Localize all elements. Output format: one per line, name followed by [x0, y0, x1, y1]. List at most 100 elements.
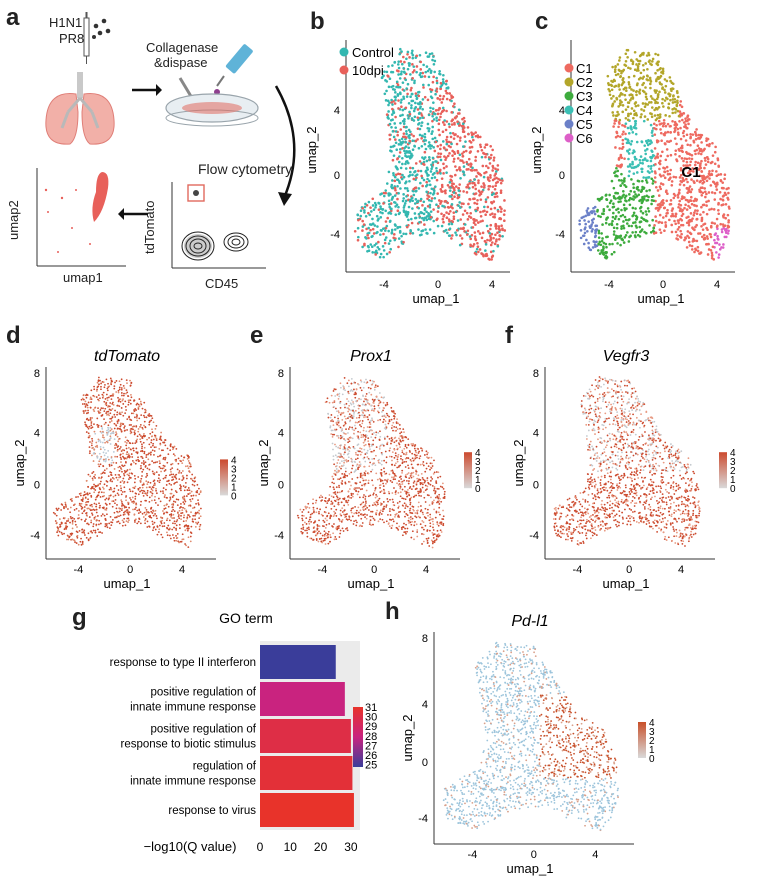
ytick: -4	[330, 229, 340, 241]
colorbar-tick: 1	[231, 482, 237, 493]
go-term-bar-chart: GO term response to type II interferon po…	[110, 610, 378, 854]
xtick: 0	[531, 849, 537, 861]
xtick: -4	[379, 279, 389, 291]
xtick: 4	[592, 849, 598, 861]
expression-colorbar	[719, 452, 727, 489]
process-arrow-left	[118, 208, 148, 220]
go-term-label: response to type II interferon	[110, 657, 256, 669]
axis-xlabel: umap_1	[348, 576, 395, 591]
axis-ylabel: umap_2	[400, 715, 415, 762]
flow-xlabel: CD45	[205, 276, 239, 291]
colorbar-tick: 3	[649, 727, 655, 738]
xtick: 0	[371, 564, 377, 576]
xtick: 0	[127, 564, 133, 576]
expression-colorbar	[638, 722, 646, 758]
colorbar	[353, 707, 363, 767]
mini-umap-xlabel: umap1	[63, 270, 103, 285]
legend-swatch-c3	[564, 91, 574, 101]
xtick: 0	[435, 279, 441, 291]
cluster-annotation-c1: C1	[681, 164, 700, 181]
go-term-label: response to biotic stimulus	[120, 739, 256, 751]
colorbar-tick: 0	[649, 754, 655, 765]
colorbar-tick: 27	[365, 740, 377, 752]
xtick: -4	[74, 564, 84, 576]
xtick: 4	[179, 564, 185, 576]
flow-cytometry-title: Flow cytometry	[198, 161, 293, 177]
colorbar-tick: 1	[730, 475, 736, 486]
legend-label-c1: C1	[576, 61, 593, 76]
lung-illustration	[45, 72, 115, 145]
ytick: -4	[529, 530, 539, 542]
xtick: 10	[284, 840, 298, 854]
ytick: 4	[559, 105, 565, 117]
colorbar-tick: 3	[231, 464, 237, 475]
colorbar-tick: 26	[365, 750, 377, 762]
colorbar-tick: 1	[649, 745, 655, 756]
legend-condition: Control 10dpi	[339, 45, 394, 78]
go-term-label: response to virus	[168, 805, 256, 817]
colorbar-tick: 2	[730, 466, 736, 477]
legend-swatch-c1	[564, 63, 574, 73]
umap-plot-clusters: 4 0 -4 -4 0 4 umap_1 umap_2 C1 C1C2C3C4C…	[529, 40, 735, 306]
colorbar-tick: 1	[475, 475, 481, 486]
go-term-label: regulation of	[193, 761, 257, 773]
ytick: 0	[559, 170, 565, 182]
petri-dish-illustration	[165, 44, 259, 127]
colorbar-tick: 25	[365, 760, 377, 772]
expression-points	[296, 377, 446, 549]
feature-title: Pd-l1	[511, 613, 548, 630]
colorbar-tick: 2	[231, 473, 237, 484]
legend-label-c2: C2	[576, 75, 593, 90]
strain-label: PR8	[59, 31, 85, 46]
panel-letter-e: e	[250, 322, 264, 349]
xtick: 0	[626, 564, 632, 576]
panel-letter-f: f	[505, 322, 513, 349]
ytick: 4	[533, 427, 539, 439]
ytick: 8	[533, 368, 539, 380]
colorbar-tick: 0	[475, 484, 481, 495]
panel-letter-b: b	[310, 8, 325, 35]
panel-letter-a: a	[6, 4, 20, 31]
colorbar-tick: 3	[475, 457, 481, 468]
feature-title: Vegfr3	[603, 348, 650, 365]
ytick: 0	[533, 480, 539, 492]
panel-letter-c: c	[535, 8, 549, 35]
ytick: -4	[418, 813, 428, 825]
ytick: 4	[334, 105, 340, 117]
go-term-bar	[260, 793, 354, 827]
xtick: 30	[344, 840, 358, 854]
xtick: 4	[678, 564, 684, 576]
ytick: -4	[555, 229, 565, 241]
mini-umap-ylabel: umap2	[6, 200, 21, 240]
axis-ylabel: umap_2	[529, 127, 544, 174]
legend-swatch-c5	[564, 119, 574, 129]
legend-label-c5: C5	[576, 117, 593, 132]
ytick: -4	[274, 530, 284, 542]
expression-colorbar	[220, 459, 228, 496]
xtick: -4	[573, 564, 583, 576]
colorbar-tick: 4	[730, 448, 736, 459]
ytick: 8	[278, 368, 284, 380]
ytick: -4	[30, 530, 40, 542]
expression-colorbar	[464, 452, 472, 489]
ytick: 4	[278, 427, 284, 439]
enzyme-label-line1: Collagenase	[146, 40, 219, 55]
go-term-label: innate immune response	[130, 776, 256, 788]
panel-letter-d: d	[6, 322, 21, 349]
virus-label: H1N1	[49, 15, 83, 30]
go-term-label: positive regulation of	[151, 724, 257, 736]
ytick: 8	[34, 368, 40, 380]
go-term-bar	[260, 645, 336, 679]
axis-xlabel: umap_1	[413, 291, 460, 306]
ytick: 0	[34, 480, 40, 492]
mini-umap-plot	[36, 168, 126, 267]
legend-swatch-c4	[564, 105, 574, 115]
axis-ylabel: umap_2	[12, 440, 27, 487]
ytick: 0	[334, 170, 340, 182]
legend-label-control: Control	[352, 45, 394, 60]
expression-points	[552, 376, 701, 547]
umap-plot-condition: 4 0 -4 -4 0 4 umap_1 umap_2 Control 10dp…	[304, 40, 510, 306]
